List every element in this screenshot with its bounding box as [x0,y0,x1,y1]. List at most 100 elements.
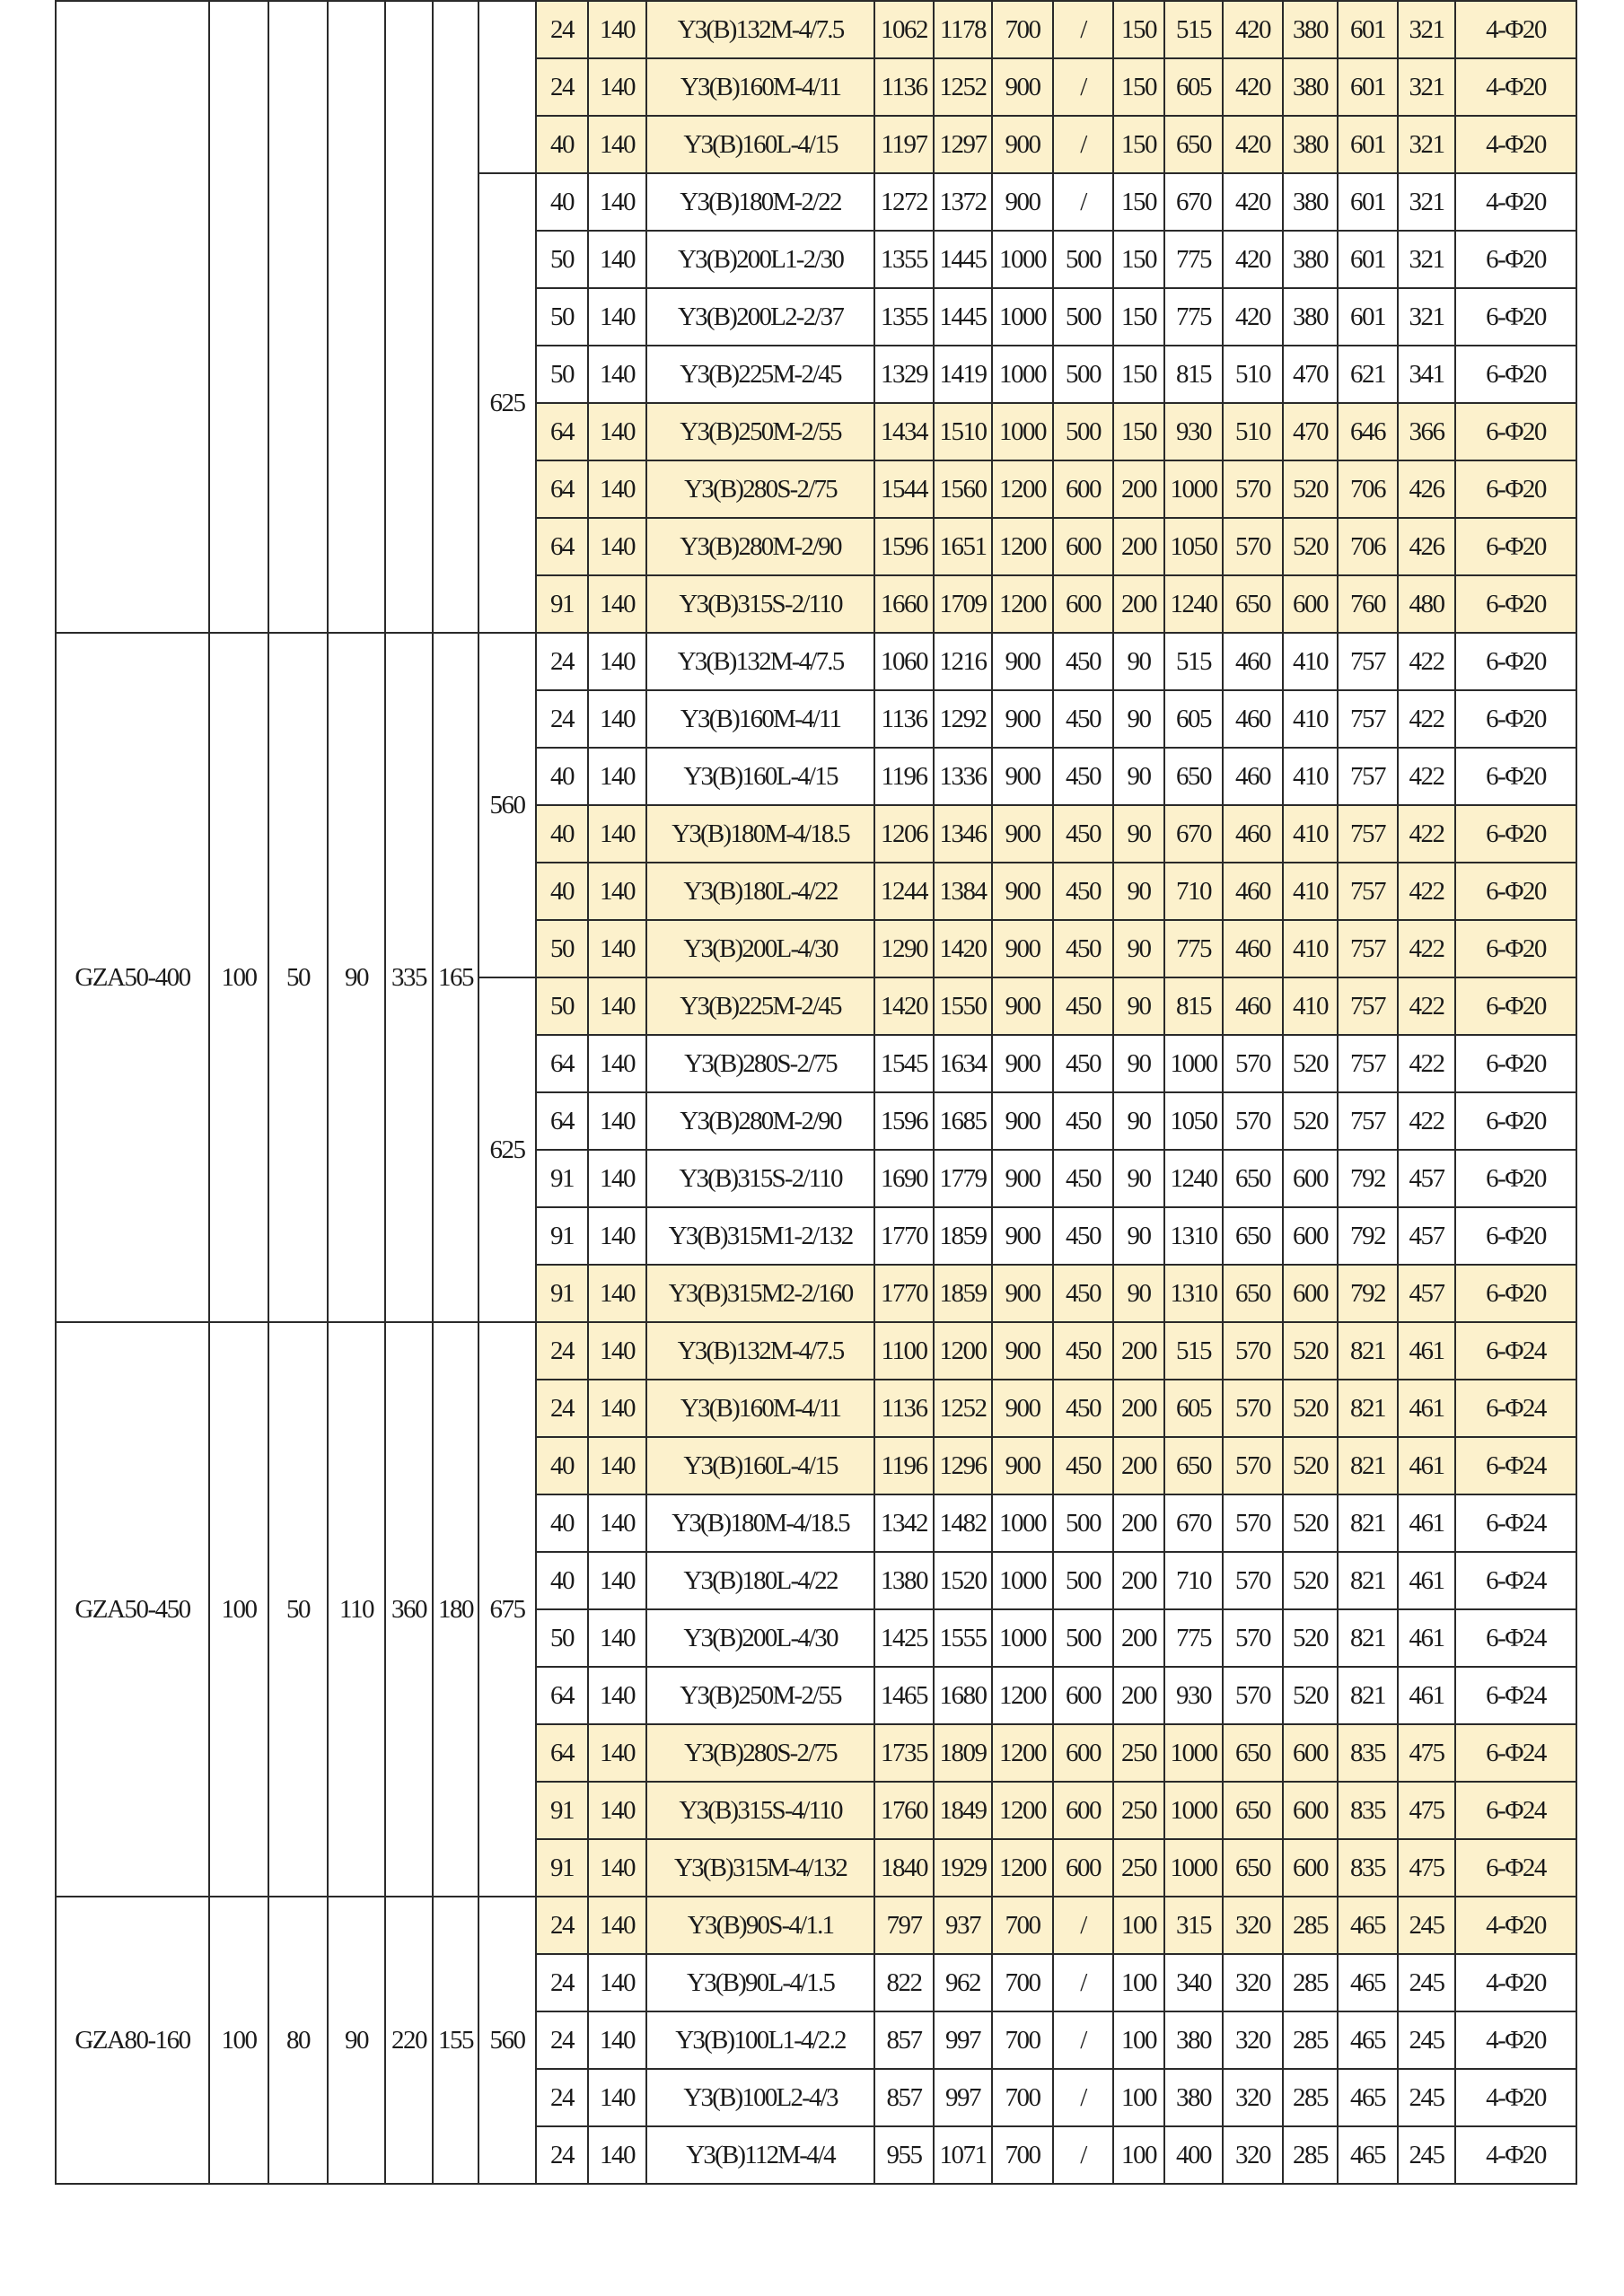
motor-model-cell: Y3(B)280S-2/75 [645,1723,875,1783]
dim-6-cell: 650 [1163,115,1224,174]
dim-2-cell: 1849 [933,1781,993,1840]
dim-4-cell: 500 [1052,1551,1114,1610]
dim-1-cell: 1545 [873,1034,935,1093]
dim-8-cell: 600 [1282,1264,1339,1323]
dim-10-cell: 245 [1397,2125,1456,2185]
dim-5-cell: 100 [1112,1896,1165,1955]
pump-param-2-cell: 50 [268,632,329,1323]
speed-cell: 64 [535,517,589,576]
motor-model-cell: Y3(B)160L-4/15 [645,747,875,806]
dim-4-cell: / [1052,2125,1114,2185]
dim-1-cell: 1596 [873,1091,935,1151]
bolt-holes-cell: 4-Φ20 [1454,1953,1577,2012]
value-140-cell: 140 [587,1379,647,1438]
value-140-cell: 140 [587,0,647,59]
bolt-holes-cell: 6-Φ24 [1454,1838,1577,1897]
speed-cell: 24 [535,2011,589,2070]
dim-6-cell: 515 [1163,1321,1224,1380]
value-140-cell: 140 [587,862,647,921]
size-cell: 560 [478,632,537,978]
dim-3-cell: 700 [991,2125,1054,2185]
table-row: GZA50-400 100 50 90 335 165 560 24 140 Y3(B)132M-… [55,632,1577,1323]
dim-2-cell: 1809 [933,1723,993,1783]
dim-10-cell: 422 [1397,632,1456,691]
dim-3-cell: 900 [991,689,1054,749]
table-row: 625 50 140 Y3(B)225M-2/45 1420 1550 900 450 90 81… [56,977,1577,1323]
dim-10-cell: 422 [1397,977,1456,1036]
dim-9-cell: 465 [1337,2068,1399,2127]
table-row: 50 140 Y3(B)225M-2/45 1329 1419 1000 500 150 815… [56,345,1577,404]
dim-6-cell: 515 [1163,632,1224,691]
dim-6-cell: 1000 [1163,1723,1224,1783]
dim-9-cell: 465 [1337,1953,1399,2012]
motor-model-cell: Y3(B)200L-4/30 [645,1608,875,1668]
dim-9-cell: 821 [1337,1436,1399,1495]
dim-3-cell: 1200 [991,1781,1054,1840]
dim-4-cell: / [1052,2011,1114,2070]
dim-3-cell: 1200 [991,1666,1054,1725]
dim-9-cell: 757 [1337,919,1399,978]
speed-cell: 50 [535,345,589,404]
dim-8-cell: 520 [1282,460,1339,519]
motor-model-cell: Y3(B)90S-4/1.1 [645,1896,875,1955]
dim-8-cell: 520 [1282,1034,1339,1093]
value-140-cell: 140 [587,172,647,232]
speed-cell: 40 [535,862,589,921]
speed-cell: 40 [535,172,589,232]
dim-4-cell: / [1052,1896,1114,1955]
value-140-cell: 140 [587,115,647,174]
bolt-holes-cell: 6-Φ20 [1454,632,1577,691]
dim-10-cell: 426 [1397,517,1456,576]
dim-7-cell: 650 [1222,1206,1284,1266]
dim-3-cell: 900 [991,632,1054,691]
dim-2-cell: 1859 [933,1264,993,1323]
dim-7-cell: 510 [1222,402,1284,461]
dim-7-cell: 570 [1222,517,1284,576]
pump-param-5-cell: 180 [432,1321,479,1897]
dim-5-cell: 200 [1112,517,1165,576]
dim-1-cell: 1425 [873,1608,935,1668]
bolt-holes-cell: 6-Φ20 [1454,1264,1577,1323]
dim-7-cell: 570 [1222,1608,1284,1668]
dim-1-cell: 822 [873,1953,935,2012]
dim-10-cell: 422 [1397,1034,1456,1093]
dim-10-cell: 475 [1397,1781,1456,1840]
pump-param-2-cell [268,0,329,634]
value-140-cell: 140 [587,1436,647,1495]
value-140-cell: 140 [587,804,647,863]
dim-1-cell: 1420 [873,977,935,1036]
table-row: 40 140 Y3(B)180L-4/22 1380 1520 1000 500 200 710… [56,1551,1577,1610]
dim-7-cell: 420 [1222,230,1284,289]
speed-cell: 40 [535,804,589,863]
value-140-cell: 140 [587,1781,647,1840]
dim-6-cell: 650 [1163,1436,1224,1495]
dim-5-cell: 200 [1112,1321,1165,1380]
value-140-cell: 140 [587,747,647,806]
dim-5-cell: 200 [1112,1379,1165,1438]
table-row: 64 140 Y3(B)280M-2/90 1596 1651 1200 600 200 105… [56,517,1577,576]
dim-5-cell: 100 [1112,2011,1165,2070]
dim-10-cell: 461 [1397,1666,1456,1725]
bolt-holes-cell: 4-Φ20 [1454,115,1577,174]
bolt-holes-cell: 6-Φ24 [1454,1723,1577,1783]
dim-10-cell: 461 [1397,1321,1456,1380]
dim-10-cell: 422 [1397,747,1456,806]
dim-6-cell: 1000 [1163,1034,1224,1093]
table-body: 24 140 Y3(B)132M-4/7.5 1062 1178 700/150 515 42… [55,0,1577,2185]
dim-6-cell: 1310 [1163,1206,1224,1266]
dim-9-cell: 706 [1337,460,1399,519]
dim-2-cell: 1336 [933,747,993,806]
dim-2-cell: 1252 [933,57,993,117]
value-140-cell: 140 [587,402,647,461]
bolt-holes-cell: 6-Φ20 [1454,977,1577,1036]
dim-2-cell: 1296 [933,1436,993,1495]
dim-7-cell: 460 [1222,689,1284,749]
dim-5-cell: 200 [1112,1494,1165,1553]
dim-5-cell: 150 [1112,115,1165,174]
dim-4-cell: 450 [1052,862,1114,921]
dim-2-cell: 1651 [933,517,993,576]
motor-model-cell: Y3(B)200L1-2/30 [645,230,875,289]
motor-model-cell: Y3(B)132M-4/7.5 [645,1321,875,1380]
dim-10-cell: 321 [1397,172,1456,232]
speed-cell: 24 [535,2125,589,2185]
